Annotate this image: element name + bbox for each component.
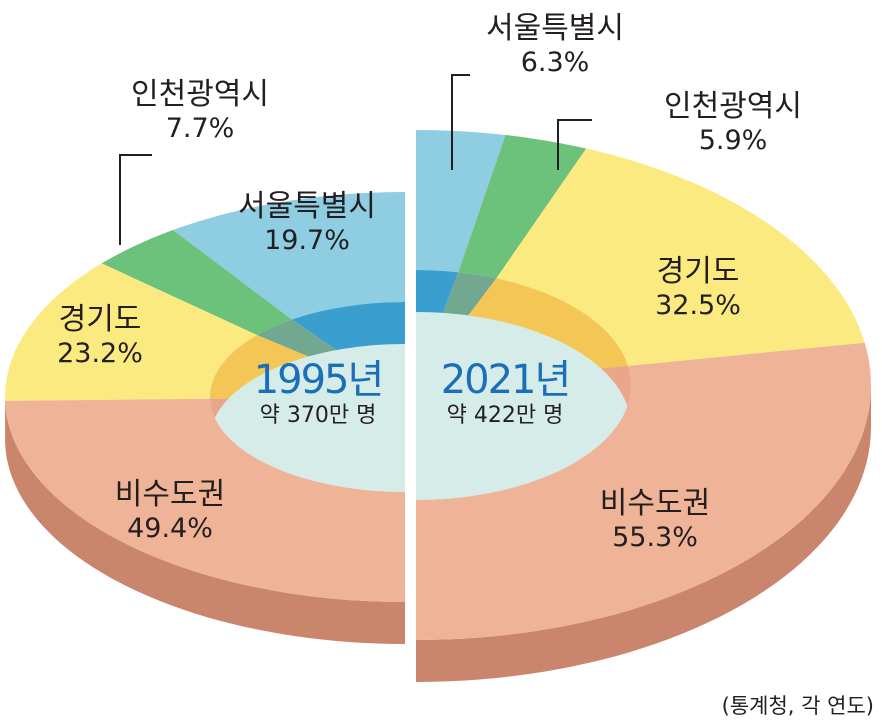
population-2021: 약 422만 명 (446, 403, 564, 428)
year-2021: 2021년 (440, 357, 572, 403)
leader-line-2021-incheon (557, 119, 592, 170)
slice-1995-gyeonggi (5, 263, 258, 401)
slice-2021-incheon (458, 135, 587, 279)
value-label: 19.7% (264, 225, 350, 256)
hole-2021 (416, 312, 631, 500)
slice-2021-gyeonggi (496, 148, 865, 366)
slice-1995-non-capital (5, 398, 405, 602)
population-1995: 약 370만 명 (259, 403, 377, 428)
label-1995-seoul: 서울특별시 19.7% (238, 189, 376, 257)
label-1995-incheon: 인천광역시 7.7% (131, 77, 269, 145)
center-label-1995: 1995년 약 370만 명 (253, 357, 385, 430)
value-label: 5.9% (698, 125, 768, 156)
donut-2021 (416, 130, 871, 682)
value-label: 55.3% (612, 522, 698, 553)
slice-2021-non-capital (416, 342, 871, 640)
value-label: 6.3% (520, 47, 590, 78)
label-1995-non-capital: 비수도권 49.4% (114, 477, 226, 545)
label-2021-incheon: 인천광역시 5.9% (664, 89, 802, 157)
side-1995-non-capital (5, 400, 405, 644)
slice-1995-incheon (101, 230, 292, 336)
value-label: 7.7% (165, 113, 235, 144)
source-note: (통계청, 각 연도) (721, 694, 874, 718)
label-1995-gyeonggi: 경기도 23.2% (57, 302, 143, 370)
leader-line-2021-seoul (451, 74, 470, 170)
donut-1995 (5, 192, 405, 644)
year-1995: 1995년 (253, 357, 385, 403)
label-2021-non-capital: 비수도권 55.3% (599, 486, 711, 554)
leader-lines (119, 74, 592, 245)
value-label: 23.2% (57, 338, 143, 369)
label-2021-seoul: 서울특별시 6.3% (486, 11, 624, 79)
value-label: 32.5% (655, 290, 741, 321)
slice-2021-seoul (416, 130, 506, 273)
label-2021-gyeonggi: 경기도 32.5% (655, 254, 741, 322)
value-label: 49.4% (127, 513, 213, 544)
slice-1995-seoul (172, 192, 405, 320)
center-label-2021: 2021년 약 422만 명 (440, 357, 572, 430)
leader-line-1995-incheon (119, 154, 152, 245)
side-2021-non-capital (416, 385, 871, 682)
